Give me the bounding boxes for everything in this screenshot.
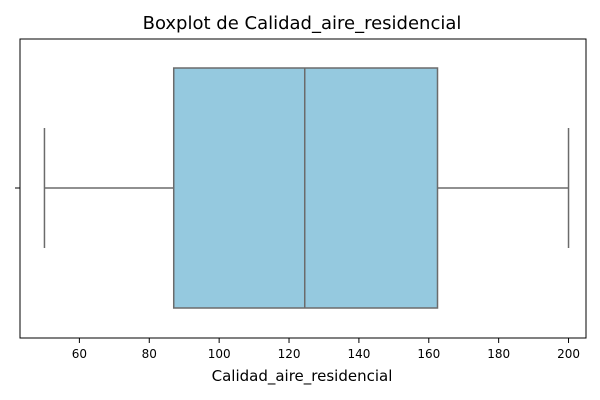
x-tick-label-100: 100 [208, 347, 231, 361]
boxplot [43, 67, 570, 309]
x-tick-label-160: 160 [417, 347, 440, 361]
plot-area: 60 80 100 120 140 160 180 200 [15, 38, 587, 361]
iqr-box [172, 67, 439, 309]
x-tick-label-60: 60 [72, 347, 87, 361]
x-tick-label-120: 120 [278, 347, 301, 361]
x-tick-label-80: 80 [142, 347, 157, 361]
chart-title: Boxplot de Calidad_aire_residencial [143, 13, 462, 34]
x-axis-title: Calidad_aire_residencial [212, 367, 393, 386]
x-tick-label-200: 200 [557, 347, 580, 361]
x-axis: 60 80 100 120 140 160 180 200 [72, 338, 580, 361]
x-tick-label-180: 180 [487, 347, 510, 361]
x-tick-label-140: 140 [347, 347, 370, 361]
